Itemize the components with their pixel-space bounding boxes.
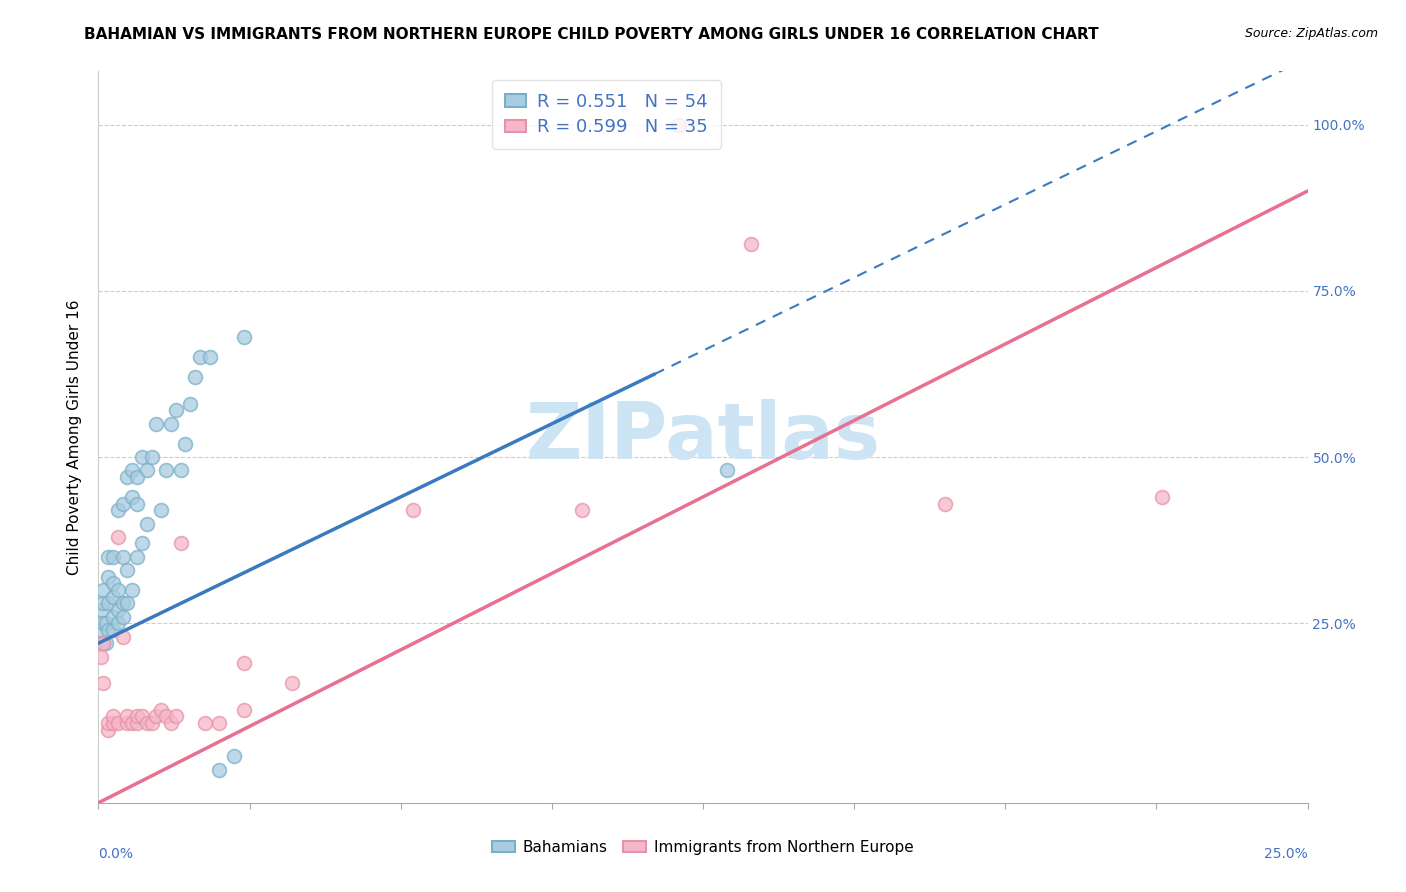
Point [127, 716, 149, 731]
Point [117, 596, 139, 610]
Point [97, 596, 120, 610]
Point [111, 630, 134, 644]
Point [160, 417, 183, 431]
Point [107, 503, 129, 517]
Point [208, 763, 231, 777]
Point [90, 649, 112, 664]
Point [208, 716, 231, 731]
Point [91, 636, 114, 650]
Point [145, 417, 167, 431]
Point [111, 596, 134, 610]
Point [90, 623, 112, 637]
Point [107, 530, 129, 544]
Point [169, 536, 191, 550]
Text: Source: ZipAtlas.com: Source: ZipAtlas.com [1244, 27, 1378, 40]
Point [184, 370, 207, 384]
Point [94, 616, 117, 631]
Point [101, 716, 124, 731]
Point [160, 716, 183, 731]
Point [91, 636, 114, 650]
Point [145, 709, 167, 723]
Point [121, 490, 143, 504]
Text: ZIPatlas: ZIPatlas [526, 399, 880, 475]
Point [97, 723, 120, 737]
Point [111, 549, 134, 564]
Point [117, 470, 139, 484]
Point [117, 563, 139, 577]
Point [165, 403, 187, 417]
Point [117, 709, 139, 723]
Point [101, 623, 124, 637]
Point [135, 516, 157, 531]
Point [127, 497, 149, 511]
Text: 25.0%: 25.0% [1264, 847, 1308, 861]
Point [101, 609, 124, 624]
Point [198, 351, 221, 365]
Point [934, 497, 956, 511]
Point [135, 716, 157, 731]
Point [127, 709, 149, 723]
Point [111, 497, 134, 511]
Point [121, 582, 143, 597]
Point [91, 582, 114, 597]
Point [107, 582, 129, 597]
Point [188, 351, 211, 365]
Point [111, 609, 134, 624]
Point [97, 716, 120, 731]
Point [131, 450, 153, 464]
Point [91, 603, 114, 617]
Point [740, 237, 762, 252]
Point [101, 709, 124, 723]
Point [94, 636, 117, 650]
Point [91, 596, 114, 610]
Point [179, 397, 201, 411]
Point [169, 463, 191, 477]
Point [141, 450, 163, 464]
Point [101, 549, 124, 564]
Point [97, 570, 120, 584]
Point [174, 436, 197, 450]
Point [222, 749, 245, 764]
Point [131, 709, 153, 723]
Point [194, 716, 217, 731]
Point [107, 616, 129, 631]
Point [668, 118, 690, 132]
Point [127, 549, 149, 564]
Point [402, 503, 425, 517]
Point [571, 503, 593, 517]
Legend: Bahamians, Immigrants from Northern Europe: Bahamians, Immigrants from Northern Euro… [486, 834, 920, 861]
Point [232, 703, 254, 717]
Point [121, 716, 143, 731]
Point [107, 716, 129, 731]
Point [135, 463, 157, 477]
Point [155, 463, 177, 477]
Point [232, 656, 254, 670]
Point [141, 716, 163, 731]
Point [1152, 490, 1174, 504]
Point [155, 709, 177, 723]
Y-axis label: Child Poverty Among Girls Under 16: Child Poverty Among Girls Under 16 [67, 300, 83, 574]
Point [97, 549, 120, 564]
Point [101, 576, 124, 591]
Point [165, 709, 187, 723]
Point [150, 503, 173, 517]
Point [91, 676, 114, 690]
Point [121, 463, 143, 477]
Point [91, 616, 114, 631]
Point [281, 676, 304, 690]
Point [716, 463, 738, 477]
Text: BAHAMIAN VS IMMIGRANTS FROM NORTHERN EUROPE CHILD POVERTY AMONG GIRLS UNDER 16 C: BAHAMIAN VS IMMIGRANTS FROM NORTHERN EUR… [84, 27, 1099, 42]
Point [101, 590, 124, 604]
Text: 0.0%: 0.0% [98, 847, 134, 861]
Point [127, 470, 149, 484]
Point [107, 603, 129, 617]
Point [150, 703, 173, 717]
Point [117, 716, 139, 731]
Point [131, 536, 153, 550]
Point [232, 330, 254, 344]
Point [97, 623, 120, 637]
